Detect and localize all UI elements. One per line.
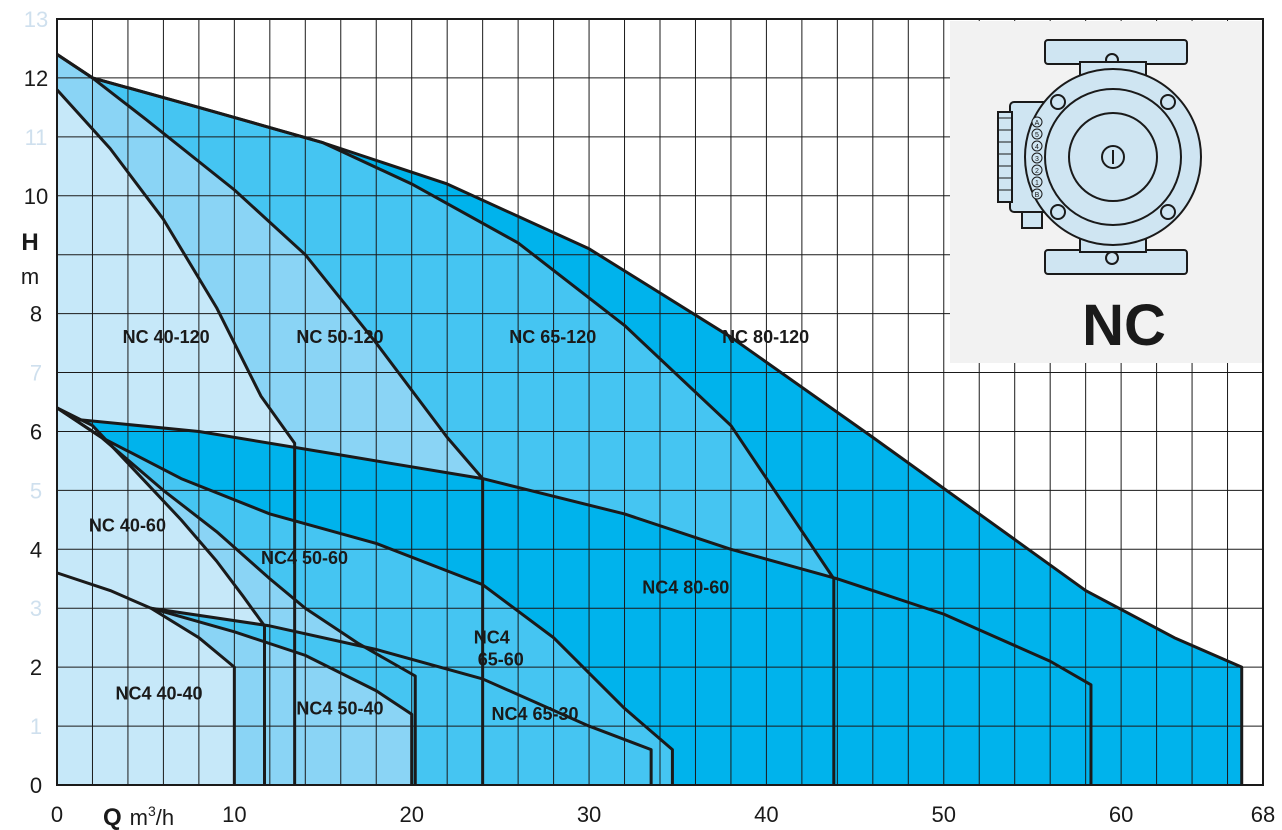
speed-mark (1031, 116, 1043, 128)
brand-label: NC (1082, 293, 1166, 358)
x-axis-ticks: 0 10 20 30 40 50 60 68 (51, 802, 1275, 827)
circulator-pump-icon: A 5 4 3 2 1 B (997, 39, 1202, 275)
plot-frame (56, 18, 1264, 786)
series-label-nc4-50-60: NC4 50-60 (261, 548, 348, 568)
x-tick-label: 40 (754, 802, 778, 827)
series-label-nc4-65-60: NC4 (474, 628, 510, 648)
series-label-nc4-65-30: NC4 65-30 (492, 704, 579, 724)
y-tick-label: 12 (24, 66, 48, 91)
y-tick-label: 13 (24, 7, 48, 32)
speed-mark (1031, 164, 1043, 176)
curve-nc4-80-60 (78, 418, 1093, 785)
series-labels: NC 80-120 NC 65-120 NC 50-120 NC 40-120 NC4 … (89, 327, 809, 724)
y-tick-label: 10 (24, 184, 48, 209)
curve-nc-50-120 (56, 53, 485, 785)
y-tick-label: 8 (30, 302, 42, 327)
x-axis-unit-sup: 3 (148, 803, 156, 819)
speed-mark (1031, 152, 1043, 164)
x-tick-label: 20 (399, 802, 423, 827)
cooling-fins (997, 111, 1013, 203)
speed-mark-label: B (1035, 192, 1040, 199)
speed-mark-label: 2 (1035, 168, 1039, 175)
y-tick-label: 1 (30, 714, 42, 739)
housing-bolt (1160, 94, 1176, 110)
flange-hole (1105, 251, 1119, 265)
speed-mark (1031, 188, 1043, 200)
housing-bolt (1050, 94, 1066, 110)
series-label-nc4-65-60: 65-60 (478, 650, 524, 670)
y-tick-label: 6 (30, 419, 42, 444)
curve-nc4-65-60 (56, 406, 674, 785)
curve-nc4-50-40 (150, 606, 414, 785)
y-tick-label: 5 (30, 478, 42, 503)
cable-gland (1021, 211, 1043, 229)
x-tick-label: 50 (932, 802, 956, 827)
speed-mark (1031, 176, 1043, 188)
x-axis-unit-base: m (130, 805, 148, 830)
speed-mark-label: 3 (1035, 156, 1039, 163)
y-tick-label: 3 (30, 596, 42, 621)
series-label-nc-40-60: NC 40-60 (89, 516, 166, 536)
y-axis-symbol: H (21, 229, 38, 256)
x-tick-label: 60 (1109, 802, 1133, 827)
series-label-nc-50-120: NC 50-120 (296, 327, 383, 347)
series-label-nc-65-120: NC 65-120 (509, 327, 596, 347)
housing-bolt (1050, 204, 1066, 220)
x-axis-unit-rest: /h (156, 805, 174, 830)
y-tick-label: 11 (25, 125, 48, 150)
curve-nc-65-120 (56, 53, 836, 785)
x-tick-label: 30 (577, 802, 601, 827)
y-tick-label: 4 (30, 537, 42, 562)
y-tick-label: 0 (30, 773, 42, 798)
series-label-nc4-50-40: NC4 50-40 (296, 698, 383, 718)
x-tick-label: 10 (222, 802, 246, 827)
series-label-nc4-80-60: NC4 80-60 (642, 578, 729, 598)
curve-nc4-40-40 (56, 571, 236, 785)
series-label-nc4-40-40: NC4 40-40 (116, 684, 203, 704)
speed-mark (1031, 128, 1043, 140)
housing-bolt (1160, 204, 1176, 220)
speed-mark-label: 1 (1035, 180, 1039, 187)
pump-inset: A 5 4 3 2 1 B NC (950, 21, 1262, 363)
speed-mark-label: A (1035, 120, 1040, 127)
y-axis-title: H m (21, 229, 39, 289)
x-tick-label: 0 (51, 802, 63, 827)
series-label-nc-40-120: NC 40-120 (123, 327, 210, 347)
y-tick-label: 7 (30, 361, 42, 386)
x-axis-symbol: Q (103, 804, 122, 830)
performance-areas (57, 54, 1242, 786)
curve-nc-40-120 (55, 88, 297, 785)
performance-curves (55, 53, 1244, 785)
speed-mark-label: 5 (1035, 132, 1039, 139)
x-tick-label: 68 (1251, 802, 1275, 827)
speed-mark (1031, 140, 1043, 152)
y-tick-label: 2 (30, 655, 42, 680)
y-axis-unit: m (21, 264, 39, 289)
area-nc4-40-40 (57, 572, 235, 785)
speed-mark-label: 4 (1035, 144, 1039, 151)
curve-nc-40-60 (56, 406, 267, 785)
series-label-nc-80-120: NC 80-120 (722, 327, 809, 347)
curve-nc4-65-30 (150, 606, 653, 785)
